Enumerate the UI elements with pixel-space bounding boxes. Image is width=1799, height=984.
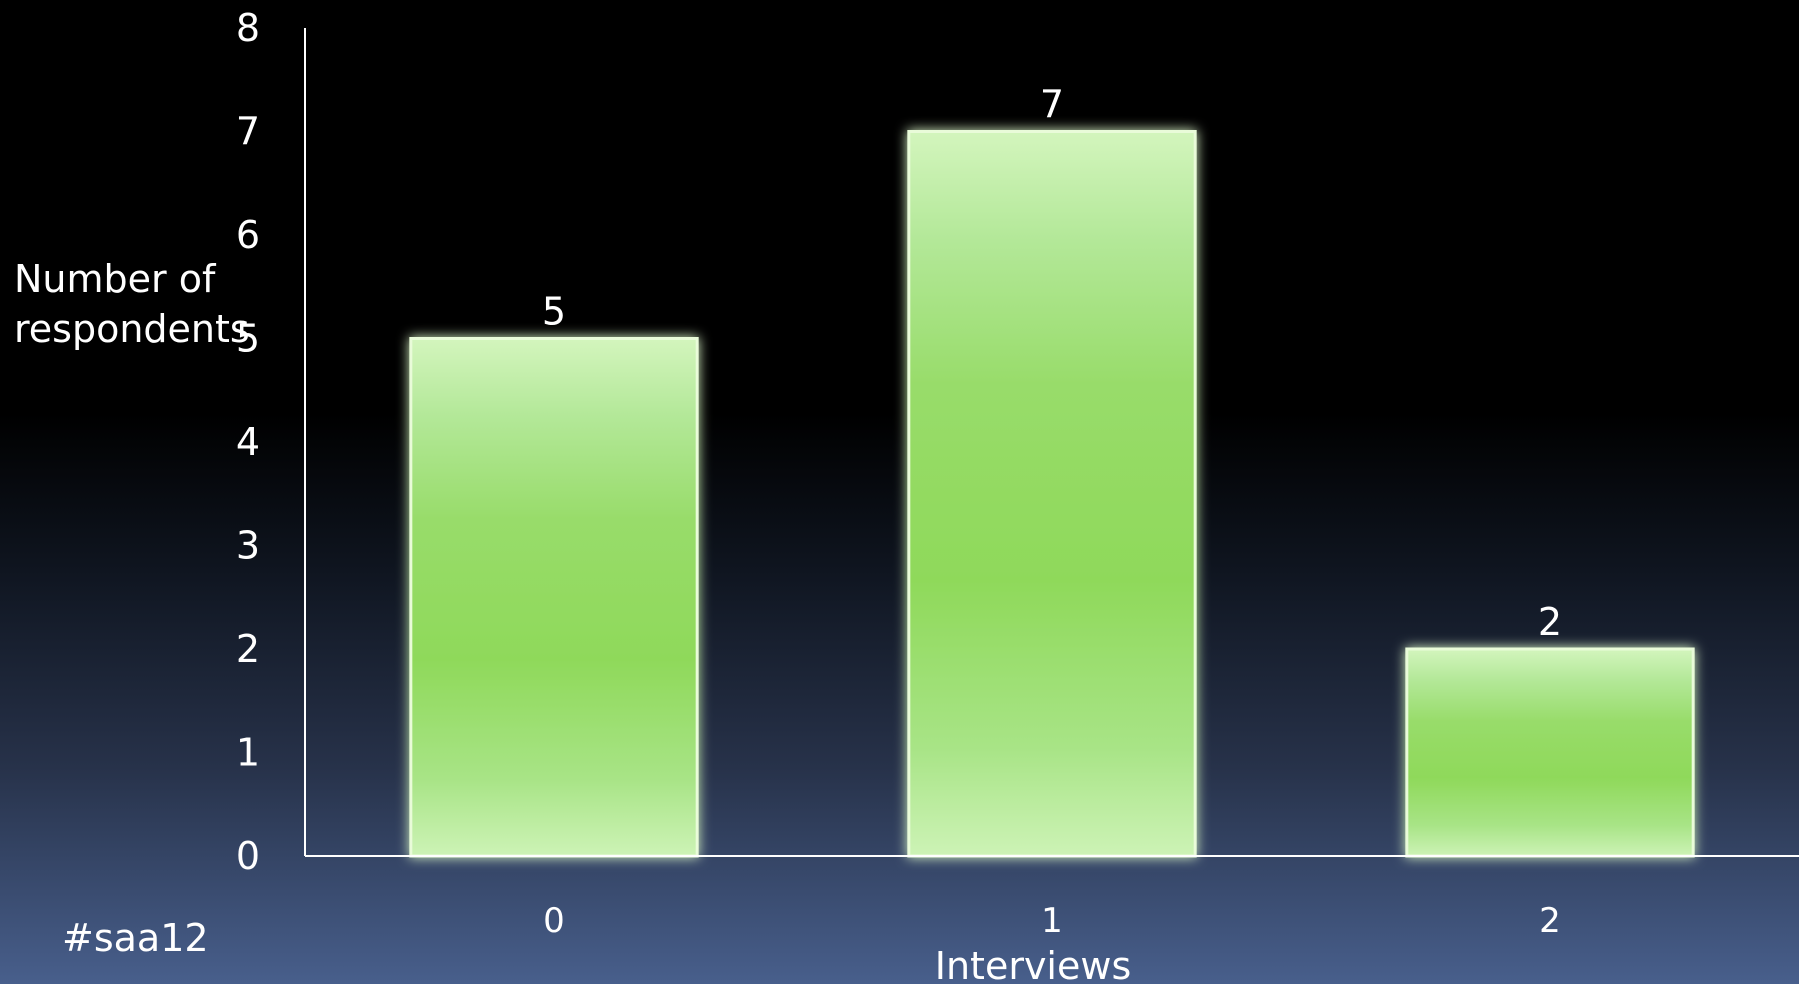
y-axis-title-line-2: respondents	[14, 307, 250, 351]
x-axis-title: Interviews	[935, 944, 1132, 984]
data-labels-group: 5 7 2	[542, 83, 1562, 645]
y-tick-label-0: 0	[236, 834, 260, 878]
hashtag-label: #saa12	[62, 916, 209, 960]
y-tick-labels: 0 1 2 3 4 5 6 7 8	[236, 6, 260, 878]
x-category-labels: 0 1 2	[543, 901, 1561, 941]
x-tick-label-2: 2	[1539, 901, 1561, 941]
y-tick-label-7: 7	[236, 110, 260, 154]
y-tick-label-8: 8	[236, 6, 260, 50]
x-tick-label-1: 1	[1041, 901, 1063, 941]
y-axis-title-line-1: Number of	[14, 257, 217, 301]
bar-0	[409, 337, 699, 858]
y-tick-label-1: 1	[236, 731, 260, 775]
bar-2	[1405, 647, 1695, 858]
bar-1	[907, 130, 1197, 858]
data-label-2: 2	[1538, 600, 1562, 644]
y-tick-label-6: 6	[236, 213, 260, 257]
y-tick-label-5: 5	[236, 317, 260, 361]
x-tick-label-0: 0	[543, 901, 565, 941]
y-tick-label-3: 3	[236, 524, 260, 568]
y-tick-label-4: 4	[236, 420, 260, 464]
y-tick-label-2: 2	[236, 627, 260, 671]
data-label-1: 7	[1040, 83, 1064, 127]
bars-group	[409, 130, 1695, 858]
data-label-0: 5	[542, 290, 566, 334]
